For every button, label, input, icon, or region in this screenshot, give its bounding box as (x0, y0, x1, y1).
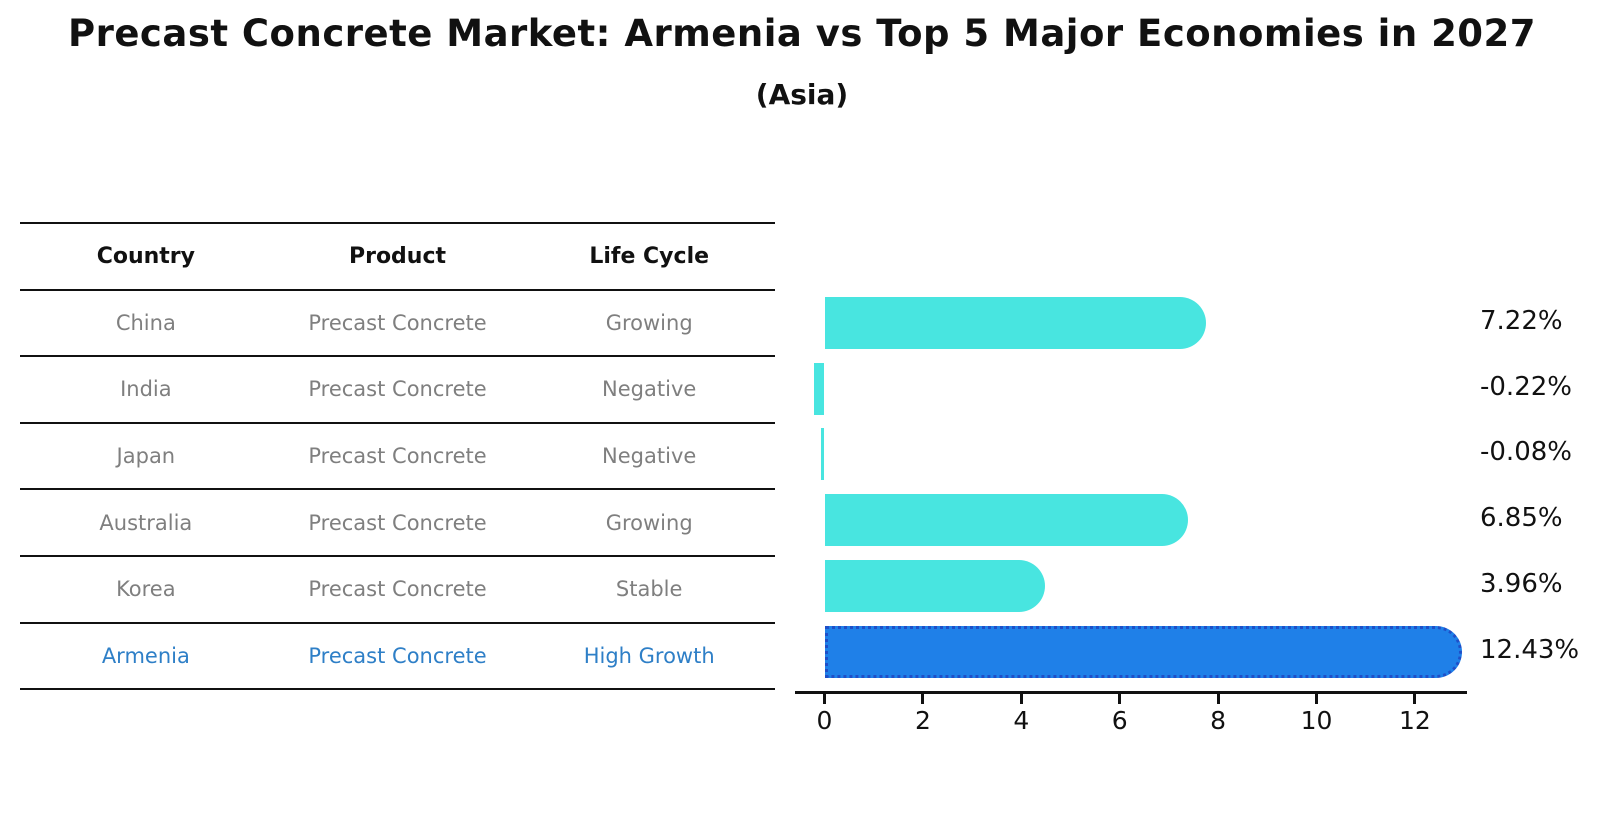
value-label-japan: -0.08% (1480, 437, 1572, 468)
column-header-life-cycle: Life Cycle (589, 243, 710, 269)
cell-country: India (120, 377, 172, 402)
table-row-australia: Australia Precast Concrete Growing (20, 488, 775, 555)
cell-product: Precast Concrete (308, 444, 487, 469)
x-tick-label-6: 6 (1111, 706, 1128, 735)
column-header-country: Country (96, 243, 195, 269)
x-tick-4 (1019, 694, 1023, 704)
cell-life_cycle: Negative (602, 444, 697, 469)
bar-armenia (824, 625, 1463, 678)
cell-life_cycle: High Growth (583, 643, 715, 668)
bar-china (824, 297, 1206, 349)
value-label-korea: 3.96% (1480, 568, 1563, 599)
table-row-korea: Korea Precast Concrete Stable (20, 554, 775, 622)
table-header-row: Country Product Life Cycle (20, 222, 775, 289)
x-tick-0 (823, 694, 826, 704)
cell-product: Precast Concrete (308, 310, 487, 335)
x-tick-label-2: 2 (914, 706, 931, 735)
bar-india (813, 362, 825, 415)
chart-subtitle: (Asia) (755, 78, 849, 111)
value-label-armenia: 12.43% (1480, 634, 1580, 665)
cell-country: Australia (99, 510, 193, 535)
bar-australia (824, 494, 1188, 547)
cell-life_cycle: Stable (615, 577, 683, 602)
cell-country: Armenia (101, 643, 190, 668)
value-label-china: 7.22% (1480, 306, 1563, 336)
cell-life_cycle: Negative (602, 377, 697, 402)
x-tick-label-4: 4 (1013, 706, 1030, 735)
table-row-armenia: Armenia Precast Concrete High Growth (20, 621, 775, 689)
cell-product: Precast Concrete (308, 643, 487, 668)
table-row-china: China Precast Concrete Growing (20, 288, 775, 356)
cell-life_cycle: Growing (605, 310, 693, 335)
x-tick-12 (1413, 694, 1417, 704)
value-label-india: -0.22% (1480, 371, 1572, 402)
bar-chart-plot-area: 0 2 4 6 8 10 12 (795, 280, 1467, 735)
bar-japan (820, 428, 825, 481)
x-tick-label-10: 10 (1300, 706, 1333, 735)
x-tick-10 (1315, 694, 1318, 704)
x-tick-2 (921, 694, 925, 704)
cell-product: Precast Concrete (308, 510, 487, 535)
value-label-australia: 6.85% (1480, 503, 1563, 534)
column-header-product: Product (348, 243, 447, 269)
x-tick-label-12: 12 (1398, 706, 1431, 735)
bar-korea (824, 559, 1046, 612)
cell-country: Japan (116, 444, 176, 469)
chart-title: Precast Concrete Market: Armenia vs Top … (67, 12, 1537, 55)
cell-product: Precast Concrete (308, 577, 487, 602)
x-tick-8 (1216, 694, 1220, 704)
cell-country: Korea (116, 577, 176, 602)
x-tick-label-8: 8 (1210, 706, 1227, 735)
x-tick-6 (1118, 694, 1122, 704)
x-tick-label-0: 0 (816, 706, 833, 735)
cell-product: Precast Concrete (308, 377, 487, 402)
table-row-india: India Precast Concrete Negative (20, 355, 775, 422)
x-axis-line (795, 691, 1467, 694)
cell-country: China (115, 310, 176, 335)
cell-life_cycle: Growing (605, 510, 693, 535)
table-row-japan: Japan Precast Concrete Negative (20, 421, 775, 489)
country-table: Country Product Life Cycle China Precast Con… (20, 222, 775, 691)
